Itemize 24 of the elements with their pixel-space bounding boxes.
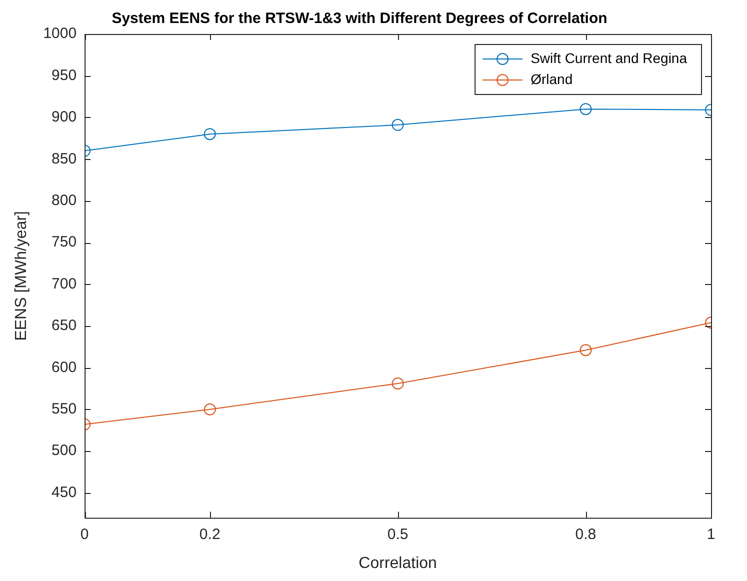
y-axis-title: EENS [MWh/year] xyxy=(13,210,30,341)
y-tick-label: 450 xyxy=(52,484,77,501)
x-tick-label: 0.2 xyxy=(199,526,220,543)
x-tick-label: 0 xyxy=(80,526,89,543)
legend-label: Ørland xyxy=(530,70,573,87)
x-tick-label: 0.8 xyxy=(575,526,596,543)
y-tick-label: 600 xyxy=(52,358,77,376)
point xyxy=(392,378,404,390)
y-tick-label: 850 xyxy=(52,150,77,168)
y-tick-label: 950 xyxy=(52,66,77,84)
y-tick-label: 650 xyxy=(52,317,77,334)
y-tick-label: 700 xyxy=(52,275,77,292)
y-tick-label: 1000 xyxy=(43,25,77,42)
x-tick-label: 0.5 xyxy=(387,526,408,543)
y-tick-label: 500 xyxy=(52,442,77,460)
x-tick-label: 1 xyxy=(706,526,716,543)
x-axis-title: Correlation xyxy=(358,554,437,572)
y-tick-label: 550 xyxy=(52,400,77,418)
chart-title: System EENS for the RTSW-1&3 with Different Degrees of Correlation xyxy=(112,10,608,28)
legend-label: Swift Current and Regina xyxy=(530,50,688,66)
y-tick-label: 800 xyxy=(52,192,77,209)
point xyxy=(392,118,404,131)
y-tick-label: 750 xyxy=(52,234,77,251)
y-tick-label: 900 xyxy=(52,108,77,126)
